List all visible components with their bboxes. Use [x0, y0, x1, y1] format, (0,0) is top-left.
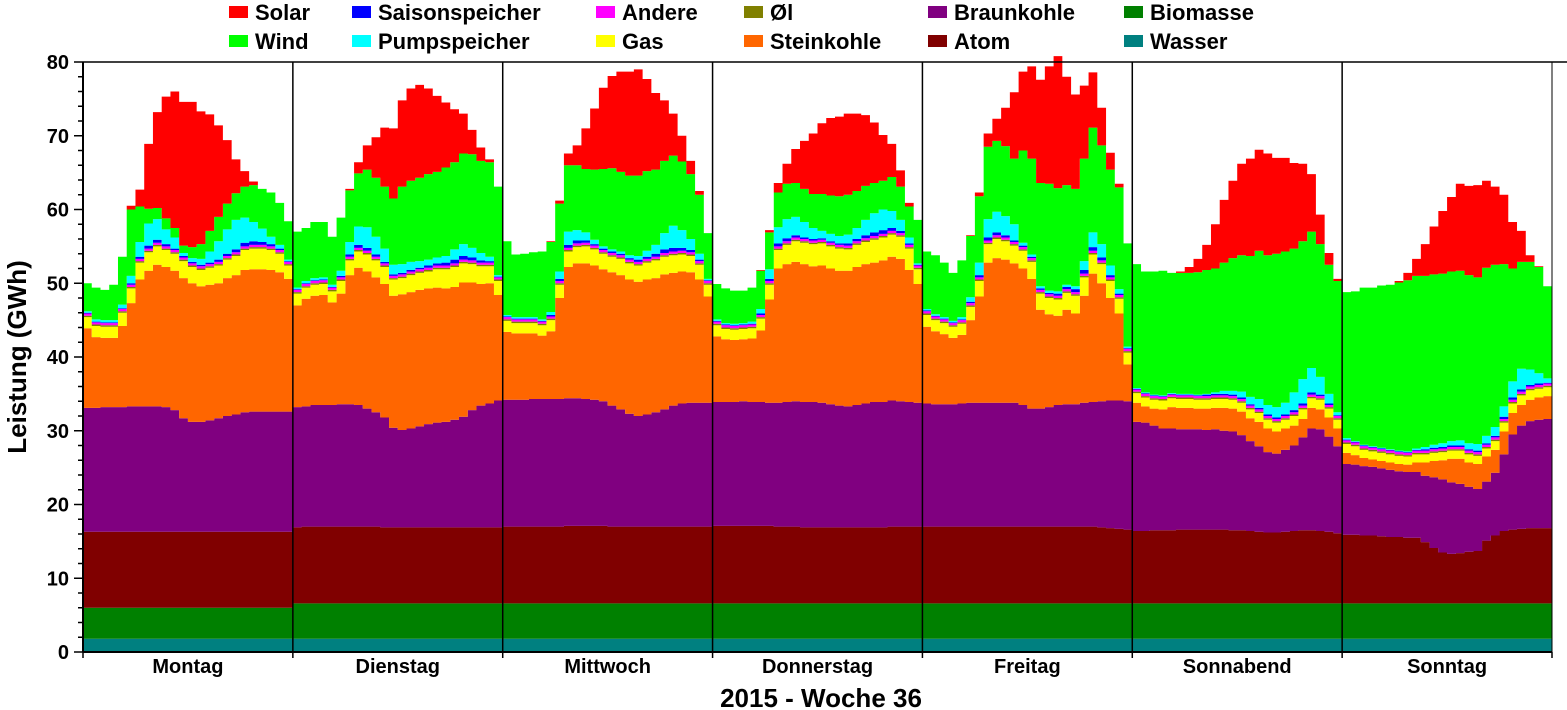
day-separators	[292, 62, 1343, 652]
area-series-gas	[83, 234, 1552, 465]
legend-label: Braunkohle	[954, 0, 1075, 25]
legend-item-steinkohle: Steinkohle	[744, 29, 881, 54]
y-axis-ticks: 0 10 20 30 40 50 60 70 80	[47, 52, 83, 664]
y-tick-label: 0	[58, 642, 69, 664]
x-tick-label-sonnabend: Sonnabend	[1183, 656, 1292, 678]
area-series-braunkohle	[83, 398, 1552, 554]
y-tick-label: 60	[47, 200, 69, 222]
x-tick-label-donnerstag: Donnerstag	[762, 656, 873, 678]
x-tick-label-sonntag: Sonntag	[1407, 656, 1487, 678]
legend-swatch	[352, 35, 371, 47]
area-series-steinkohle	[83, 256, 1552, 490]
x-tick-label-mittwoch: Mittwoch	[564, 656, 651, 678]
legend-label: Wind	[255, 29, 309, 54]
area-series-pumpspeicher	[83, 209, 1552, 453]
y-tick-label: 70	[47, 126, 69, 148]
x-tick-label-freitag: Freitag	[994, 656, 1061, 678]
y-tick-label: 20	[47, 495, 69, 517]
legend-label: Pumpspeicher	[378, 29, 530, 54]
area-series-wasser	[83, 638, 1552, 652]
legend-label: Wasser	[1150, 29, 1228, 54]
stacked-area-series	[83, 56, 1552, 652]
legend-item-saisonspeicher: Saisonspeicher	[352, 0, 541, 25]
y-tick-label: 50	[47, 273, 69, 295]
legend-swatch	[229, 6, 248, 18]
chart-legend: Solar Saisonspeicher Andere Øl Braunkohle Bio…	[229, 0, 1254, 54]
x-axis-ticks: Montag Dienstag Mittwoch Donnerstag Freitag S…	[82, 652, 1553, 678]
legend-item-wasser: Wasser	[1124, 29, 1228, 54]
legend-label: Solar	[255, 0, 310, 25]
area-series-wind	[83, 127, 1552, 452]
x-axis-title: 2015 - Woche 36	[720, 683, 922, 710]
legend-label: Gas	[622, 29, 664, 54]
legend-swatch	[744, 6, 763, 18]
legend-item-biomasse: Biomasse	[1124, 0, 1254, 25]
legend-item-gas: Gas	[596, 29, 664, 54]
legend-label: Andere	[622, 0, 698, 25]
y-tick-label: 10	[47, 568, 69, 590]
y-axis-title: Leistung (GWh)	[2, 260, 32, 454]
legend-swatch	[352, 6, 371, 18]
axes	[82, 61, 1567, 653]
area-series-solar	[83, 56, 1552, 293]
legend-swatch	[596, 35, 615, 47]
legend-item-andere: Andere	[596, 0, 698, 25]
legend-swatch	[1124, 6, 1143, 18]
y-tick-label: 80	[47, 52, 69, 74]
legend-label: Steinkohle	[770, 29, 881, 54]
legend-swatch	[928, 6, 947, 18]
y-tick-label: 30	[47, 421, 69, 443]
legend-item-oel: Øl	[744, 0, 793, 25]
legend-swatch	[744, 35, 763, 47]
legend-label: Øl	[770, 0, 793, 25]
area-series-atom	[83, 525, 1552, 608]
legend-label: Saisonspeicher	[378, 0, 541, 25]
legend-label: Biomasse	[1150, 0, 1254, 25]
legend-item-atom: Atom	[928, 29, 1010, 54]
legend-item-braunkohle: Braunkohle	[928, 0, 1075, 25]
legend-swatch	[229, 35, 248, 47]
legend-swatch	[1124, 35, 1143, 47]
x-tick-label-montag: Montag	[152, 656, 223, 678]
x-tick-label-dienstag: Dienstag	[356, 656, 440, 678]
area-series-biomasse	[83, 603, 1552, 639]
legend-swatch	[596, 6, 615, 18]
y-tick-label: 40	[47, 347, 69, 369]
legend-item-wind: Wind	[229, 29, 309, 54]
legend-label: Atom	[954, 29, 1010, 54]
legend-swatch	[928, 35, 947, 47]
legend-item-solar: Solar	[229, 0, 310, 25]
legend-item-pumpspeicher: Pumpspeicher	[352, 29, 530, 54]
